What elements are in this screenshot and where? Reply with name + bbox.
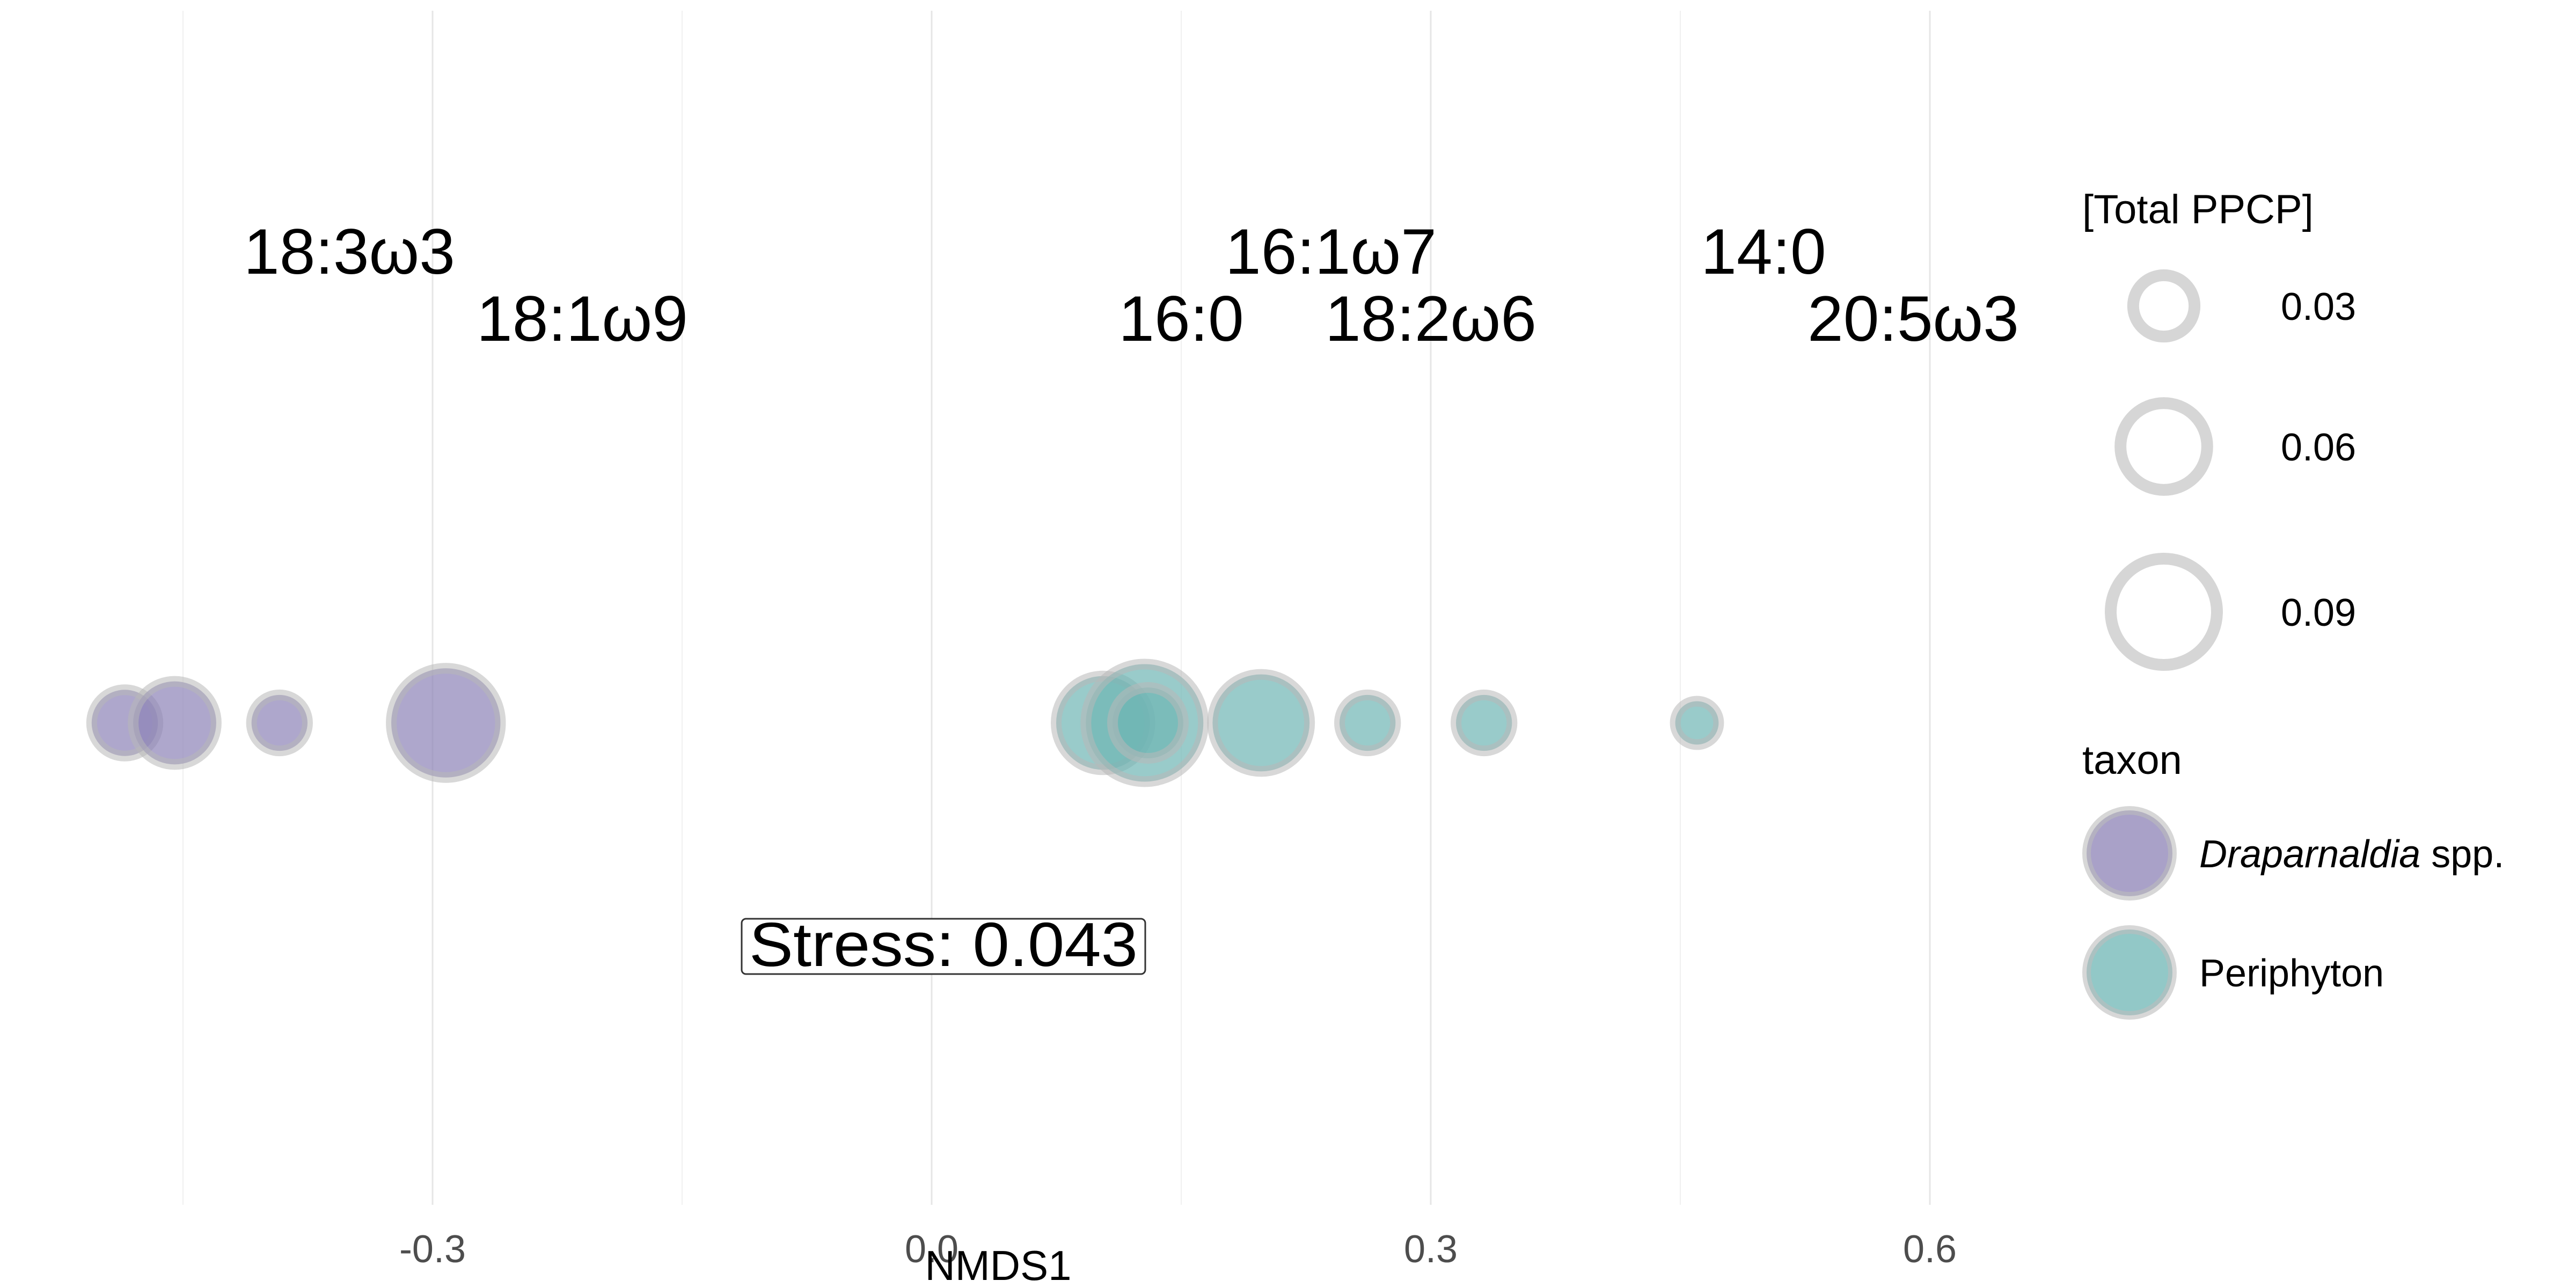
size-legend-ring [2127, 269, 2201, 343]
size-legend-keys: 0.03 0.06 0.09 [2105, 269, 2356, 671]
size-legend-title: [Total PPCP] [2082, 187, 2314, 232]
x-axis-tick-labels: -0.3 0.0 0.3 0.6 [399, 1228, 1957, 1271]
color-legend-label: Draparnaldia spp. [2199, 833, 2504, 876]
bubble-periphyton [1334, 689, 1401, 757]
size-legend-label: 0.03 [2281, 286, 2356, 328]
stress-label: Stress: 0.043 [749, 910, 1138, 979]
fatty-acid-label: 16:1ω7 [1225, 216, 1437, 288]
bubble-periphyton [1107, 682, 1189, 764]
color-legend-swatch [2082, 925, 2177, 1020]
size-legend-ring [2114, 397, 2213, 496]
color-legend-label: Periphyton [2199, 952, 2384, 995]
fatty-acid-label: 14:0 [1701, 216, 1826, 288]
color-legend-swatch [2082, 806, 2177, 901]
fatty-acid-label: 16:0 [1118, 283, 1244, 355]
x-axis-title: NMDS1 [925, 1242, 1071, 1288]
grid-lines [182, 11, 1931, 1205]
bubble-draparnaldia-spp [386, 663, 506, 783]
stress-box [741, 918, 1146, 975]
bubble-draparnaldia-spp [246, 689, 313, 757]
size-legend-label: 0.09 [2281, 591, 2356, 634]
x-tick-label: 0.6 [1903, 1228, 1957, 1271]
fatty-acid-label: 18:2ω6 [1325, 283, 1536, 355]
color-legend-title: taxon [2082, 737, 2182, 783]
legend-italic-part: Draparnaldia [2199, 833, 2420, 876]
x-tick-label: -0.3 [399, 1228, 466, 1271]
stress-annotation: Stress: 0.043 [741, 910, 1146, 979]
bubble-periphyton [1207, 669, 1315, 777]
data-points [86, 658, 1724, 787]
size-legend-label: 0.06 [2281, 426, 2356, 469]
bubble-periphyton [1451, 689, 1518, 757]
legend-text-part: Periphyton [2199, 952, 2384, 995]
color-legend-keys: Draparnaldia spp. Periphyton [2082, 806, 2504, 1020]
bubble-periphyton [1670, 696, 1724, 750]
bubble-draparnaldia-spp [128, 676, 222, 770]
legend-text-part: spp. [2420, 833, 2504, 876]
x-tick-label: 0.3 [1404, 1228, 1458, 1271]
fatty-acid-label: 20:5ω3 [1807, 283, 2019, 355]
x-tick-label: 0.0 [905, 1228, 958, 1271]
size-legend-ring [2105, 553, 2223, 671]
fatty-acid-label: 18:1ω9 [477, 283, 688, 355]
legend: [Total PPCP] 0.03 0.06 0.09 taxon Draparna… [2082, 187, 2504, 1020]
fatty-acid-label: 18:3ω3 [244, 216, 455, 288]
